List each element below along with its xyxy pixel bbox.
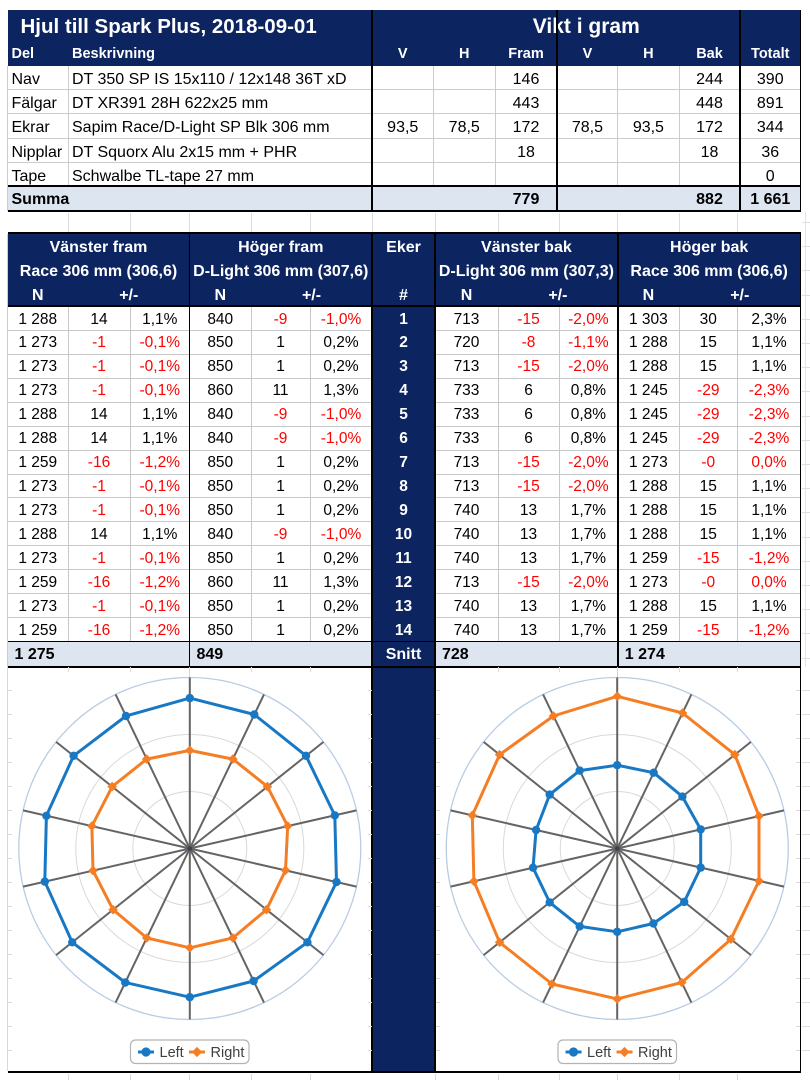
svg-text:Left: Left	[587, 1045, 611, 1061]
svg-text:Right: Right	[211, 1045, 245, 1061]
svg-text:Right: Right	[638, 1045, 672, 1061]
svg-text:Left: Left	[160, 1045, 184, 1061]
